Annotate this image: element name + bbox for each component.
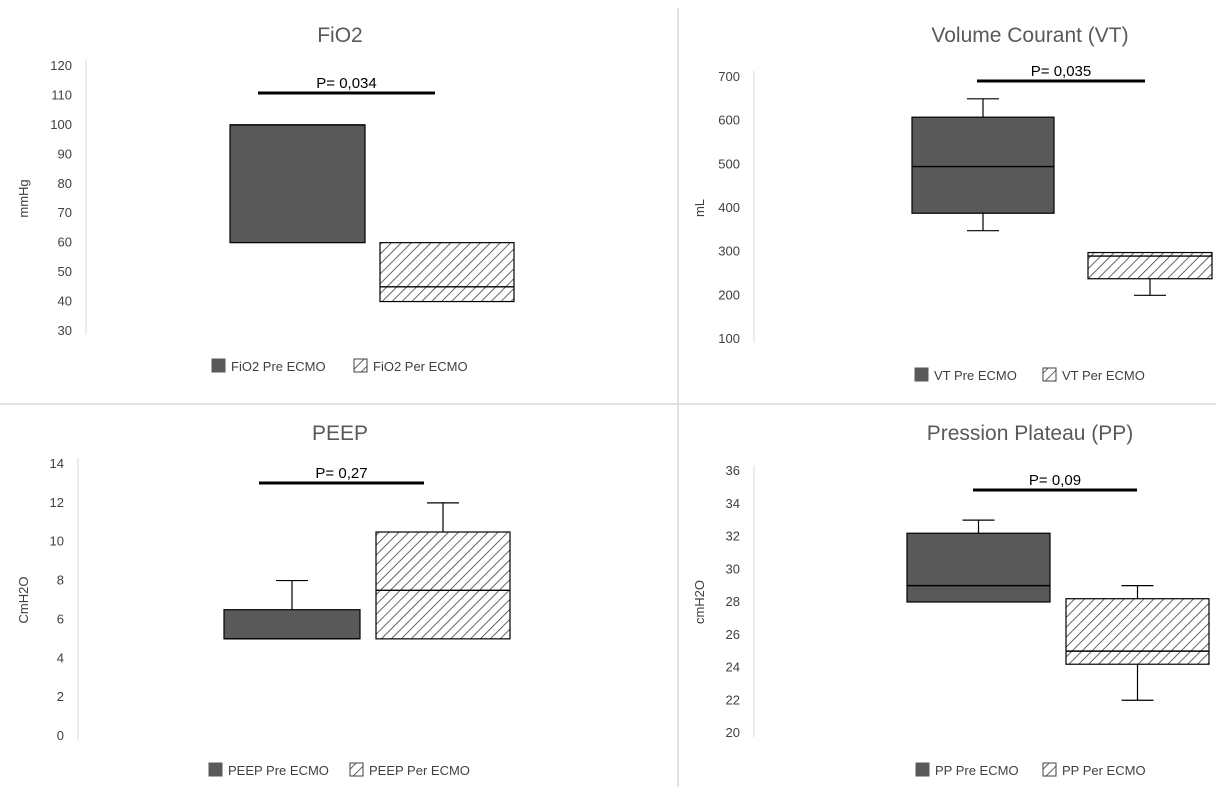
legend-swatch-per	[349, 762, 364, 777]
y-tick-label: 50	[58, 264, 72, 279]
y-tick-label: 36	[726, 463, 740, 478]
legend-label: PEEP Pre ECMO	[228, 763, 329, 778]
y-axis-label: cmH2O	[692, 580, 707, 624]
chart-title: FiO2	[317, 24, 363, 47]
chart-title: Volume Courant (VT)	[931, 24, 1128, 47]
legend-swatch-per	[1042, 762, 1057, 777]
y-tick-label: 24	[726, 660, 740, 675]
y-tick-label: 12	[50, 495, 64, 510]
y-tick-label: 30	[726, 561, 740, 576]
y-tick-label: 0	[57, 728, 64, 743]
y-tick-label: 200	[718, 287, 740, 302]
legend-label: PP Per ECMO	[1062, 763, 1146, 778]
p-value-label: P= 0,034	[316, 75, 376, 92]
box-per-ecmo	[375, 531, 511, 640]
p-value-label: P= 0,035	[1031, 63, 1091, 80]
box-per-ecmo	[1087, 251, 1213, 280]
box-per-ecmo	[379, 242, 515, 303]
y-axis-label: mmHg	[16, 179, 31, 217]
y-tick-label: 22	[726, 692, 740, 707]
chart-panel-4: Pression Plateau (PP) 36 34 32 30 28 26 24 22 20 c…	[692, 422, 1210, 778]
legend-swatch-pre	[208, 762, 223, 777]
y-tick-label: 500	[718, 156, 740, 171]
y-tick-label: 70	[58, 205, 72, 220]
p-value-label: P= 0,27	[315, 465, 367, 482]
y-tick-label: 120	[50, 58, 72, 73]
y-tick-label: 700	[718, 69, 740, 84]
box-pre-ecmo	[911, 116, 1055, 214]
y-tick-label: 100	[718, 331, 740, 346]
legend-label: FiO2 Per ECMO	[373, 359, 468, 374]
y-axis-label: mL	[692, 199, 707, 217]
y-tick-label: 600	[718, 113, 740, 128]
y-tick-label: 32	[726, 529, 740, 544]
y-tick-label: 60	[58, 235, 72, 250]
legend-swatch-per	[353, 358, 368, 373]
y-tick-label: 2	[57, 689, 64, 704]
legend-swatch-pre	[915, 762, 930, 777]
y-tick-label: 80	[58, 176, 72, 191]
legend-swatch-pre	[914, 367, 929, 382]
y-tick-label: 110	[51, 87, 72, 102]
legend-label: PEEP Per ECMO	[369, 763, 470, 778]
chart-panel-2: Volume Courant (VT) 700 600 500 400 300 200 100…	[692, 24, 1213, 383]
y-tick-label: 30	[58, 323, 72, 338]
y-tick-label: 100	[50, 117, 72, 132]
chart-title: PEEP	[312, 422, 368, 445]
y-tick-label: 34	[726, 496, 740, 511]
legend-swatch-pre	[211, 358, 226, 373]
chart-title: Pression Plateau (PP)	[927, 422, 1134, 445]
legend-label: FiO2 Pre ECMO	[231, 359, 326, 374]
legend-label: VT Pre ECMO	[934, 368, 1017, 383]
y-tick-label: 40	[58, 294, 72, 309]
y-tick-label: 28	[726, 594, 740, 609]
legend-swatch-per	[1042, 367, 1057, 382]
box-pre-ecmo	[229, 124, 366, 244]
chart-panel-3: PEEP 14 12 10 8 6 4 2 0 CmH2O P= 0,27 PEEP Pre ECMO…	[16, 422, 511, 778]
y-tick-label: 400	[718, 200, 740, 215]
legend-label: PP Pre ECMO	[935, 763, 1019, 778]
y-tick-label: 4	[57, 650, 64, 665]
box-pre-ecmo	[906, 532, 1051, 603]
y-axis-label: CmH2O	[16, 577, 31, 624]
y-tick-label: 26	[726, 627, 740, 642]
y-tick-label: 14	[50, 456, 64, 471]
y-tick-label: 20	[726, 725, 740, 740]
box-pre-ecmo	[223, 609, 361, 640]
p-value-label: P= 0,09	[1029, 472, 1081, 489]
box-per-ecmo	[1065, 598, 1210, 665]
y-tick-label: 8	[57, 573, 64, 588]
y-tick-label: 90	[58, 146, 72, 161]
y-tick-label: 300	[718, 244, 740, 259]
legend-label: VT Per ECMO	[1062, 368, 1145, 383]
y-tick-label: 6	[57, 611, 64, 626]
chart-panel-1: FiO2 120 110 100 90 80 70 60 50 40 30 mmHg P= 0,034 F…	[16, 24, 515, 374]
y-tick-label: 10	[50, 534, 64, 549]
